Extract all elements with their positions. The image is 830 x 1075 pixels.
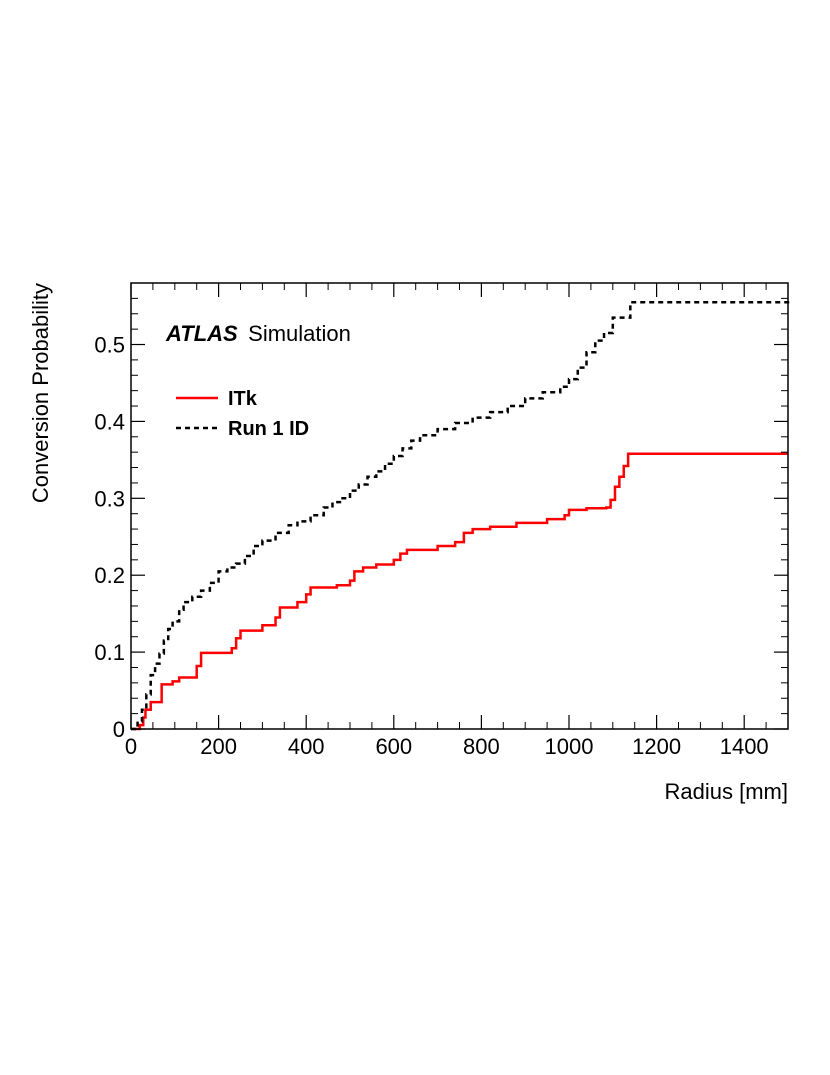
x-tick-label: 0	[125, 734, 137, 759]
x-tick-label: 200	[200, 734, 237, 759]
y-tick-label: 0.5	[94, 333, 125, 358]
legend-label-itk: ITk	[228, 388, 258, 410]
simulation-text: Simulation	[248, 321, 351, 346]
x-axis-title: Radius [mm]	[665, 779, 788, 804]
atlas-logo-text: ATLAS	[165, 321, 238, 346]
y-axis-title: Conversion Probability	[28, 283, 53, 503]
y-tick-label: 0	[113, 717, 125, 742]
x-tick-label: 1400	[720, 734, 769, 759]
series-line-run1-id	[131, 299, 790, 731]
y-tick-label: 0.3	[94, 486, 125, 511]
series-line-itk	[131, 452, 788, 731]
x-tick-label: 600	[375, 734, 412, 759]
experiment-label: ATLAS Simulation	[165, 321, 351, 346]
x-tick-label: 1200	[632, 734, 681, 759]
x-tick-label: 1000	[545, 734, 594, 759]
y-tick-label: 0.1	[94, 640, 125, 665]
ticks-layer	[130, 283, 789, 730]
plot-frame	[130, 282, 789, 730]
x-tick-label: 400	[288, 734, 325, 759]
y-tick-label: 0.2	[94, 563, 125, 588]
series-layer	[131, 299, 790, 731]
y-tick-label: 0.4	[94, 409, 125, 434]
labels-layer: 0 200 400 600 800 1000 1200 1400 0 0.1 0.2 0.3 0.4 0.…	[94, 333, 768, 759]
x-tick-label: 800	[463, 734, 500, 759]
legend: ITk Run 1 ID	[176, 388, 309, 440]
legend-label-run1: Run 1 ID	[228, 418, 309, 440]
